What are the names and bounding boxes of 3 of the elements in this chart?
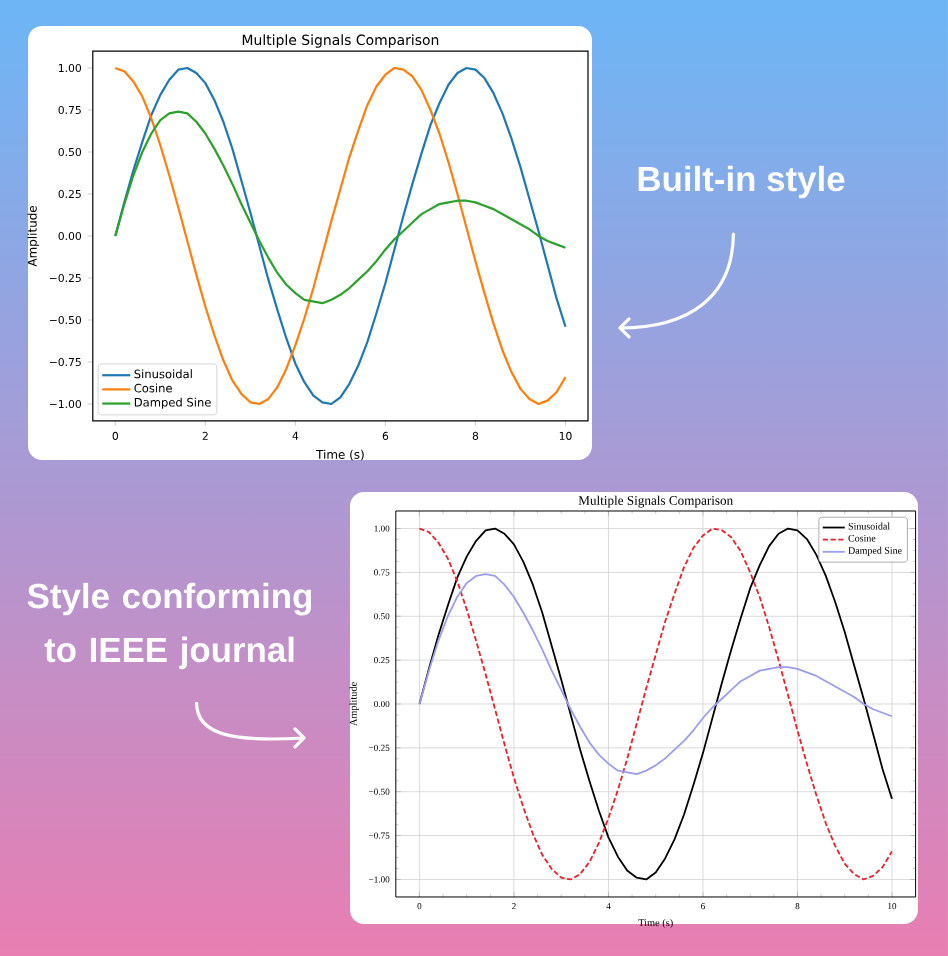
text: Style conforming to IEEE journal — [27, 582, 312, 670]
line-series — [114, 66, 567, 406]
text: Built-in style — [638, 165, 845, 199]
